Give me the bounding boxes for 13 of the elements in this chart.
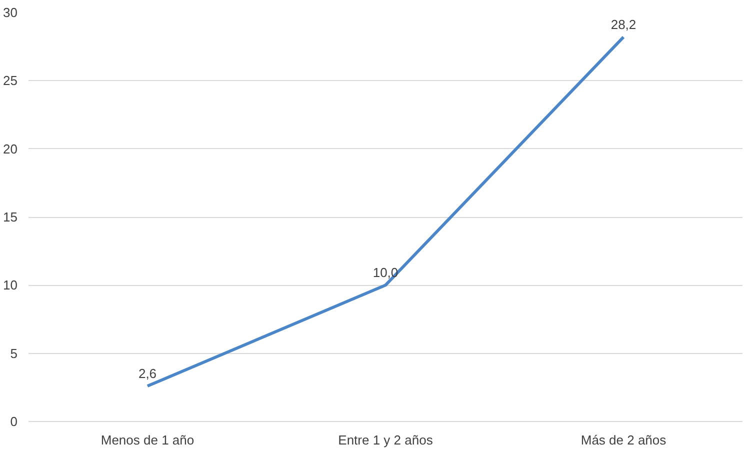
y-tick-label: 5	[10, 346, 18, 361]
y-tick-label: 30	[3, 5, 18, 20]
y-tick-label: 15	[3, 210, 18, 224]
y-tick-label: 25	[3, 73, 18, 88]
data-label: 28,2	[610, 17, 636, 32]
x-tick-label: Más de 2 años	[580, 432, 667, 448]
y-tick-label: 0	[10, 414, 18, 429]
x-tick-label: Entre 1 y 2 años	[338, 432, 434, 448]
data-label: 10,0	[372, 265, 398, 280]
x-tick-label: Menos de 1 año	[100, 432, 194, 448]
y-tick-label: 10	[3, 278, 18, 293]
y-tick-label: 20	[3, 141, 18, 156]
data-label: 2,6	[138, 366, 157, 382]
